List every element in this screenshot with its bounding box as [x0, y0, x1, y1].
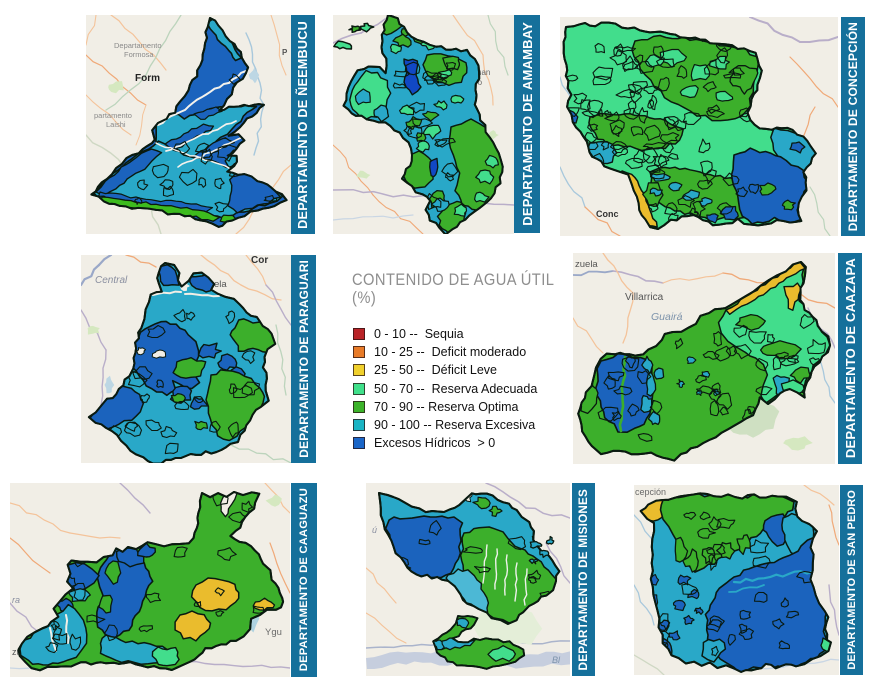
svg-text:ú: ú [372, 525, 377, 535]
svg-text:Guairá: Guairá [651, 311, 683, 323]
svg-text:Bl: Bl [552, 655, 561, 665]
svg-text:Cor: Cor [251, 255, 268, 266]
svg-text:ra: ra [12, 595, 20, 605]
svg-text:Ygu: Ygu [265, 627, 282, 638]
svg-text:Formosa: Formosa [124, 50, 154, 59]
svg-text:Departamento: Departamento [114, 41, 162, 50]
svg-text:Central: Central [95, 275, 128, 286]
svg-text:cepción: cepción [635, 487, 666, 497]
svg-text:partamento: partamento [94, 111, 132, 120]
svg-text:Villarrica: Villarrica [625, 292, 664, 303]
svg-text:Conc: Conc [596, 209, 619, 219]
svg-text:Form: Form [135, 73, 160, 84]
svg-text:zuela: zuela [575, 259, 598, 270]
svg-text:ro: ro [475, 78, 483, 87]
svg-text:Juan: Juan [473, 68, 490, 77]
svg-text:Laishi: Laishi [106, 120, 126, 129]
svg-text:P: P [282, 48, 288, 57]
